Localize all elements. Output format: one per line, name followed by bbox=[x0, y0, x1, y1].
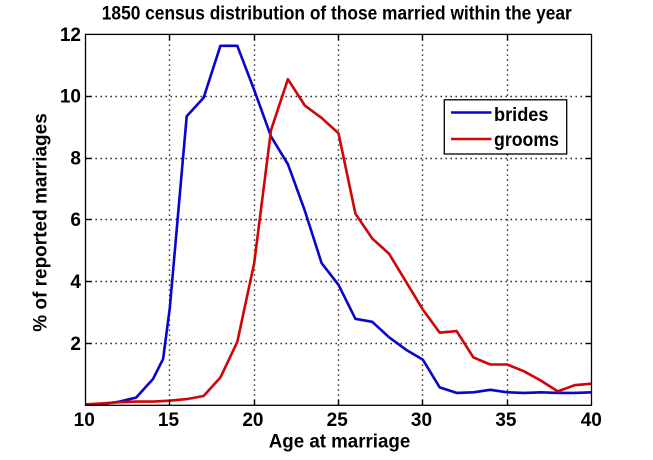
svg-text:grooms: grooms bbox=[494, 130, 559, 151]
svg-text:40: 40 bbox=[581, 410, 602, 431]
svg-text:35: 35 bbox=[495, 410, 517, 431]
svg-text:30: 30 bbox=[411, 410, 432, 431]
svg-text:25: 25 bbox=[327, 410, 349, 431]
svg-text:% of reported marriages: % of reported marriages bbox=[31, 113, 52, 332]
svg-text:brides: brides bbox=[494, 105, 549, 126]
svg-text:4: 4 bbox=[70, 272, 81, 293]
svg-text:8: 8 bbox=[70, 148, 81, 169]
svg-text:1850 census distribution of th: 1850 census distribution of those marrie… bbox=[102, 4, 573, 25]
svg-text:10: 10 bbox=[74, 410, 95, 431]
svg-text:15: 15 bbox=[158, 410, 180, 431]
svg-text:2: 2 bbox=[70, 334, 81, 355]
svg-text:12: 12 bbox=[60, 25, 81, 46]
svg-text:6: 6 bbox=[70, 210, 81, 231]
svg-text:Age at marriage: Age at marriage bbox=[269, 431, 411, 452]
svg-text:10: 10 bbox=[60, 87, 81, 108]
svg-text:20: 20 bbox=[242, 410, 263, 431]
